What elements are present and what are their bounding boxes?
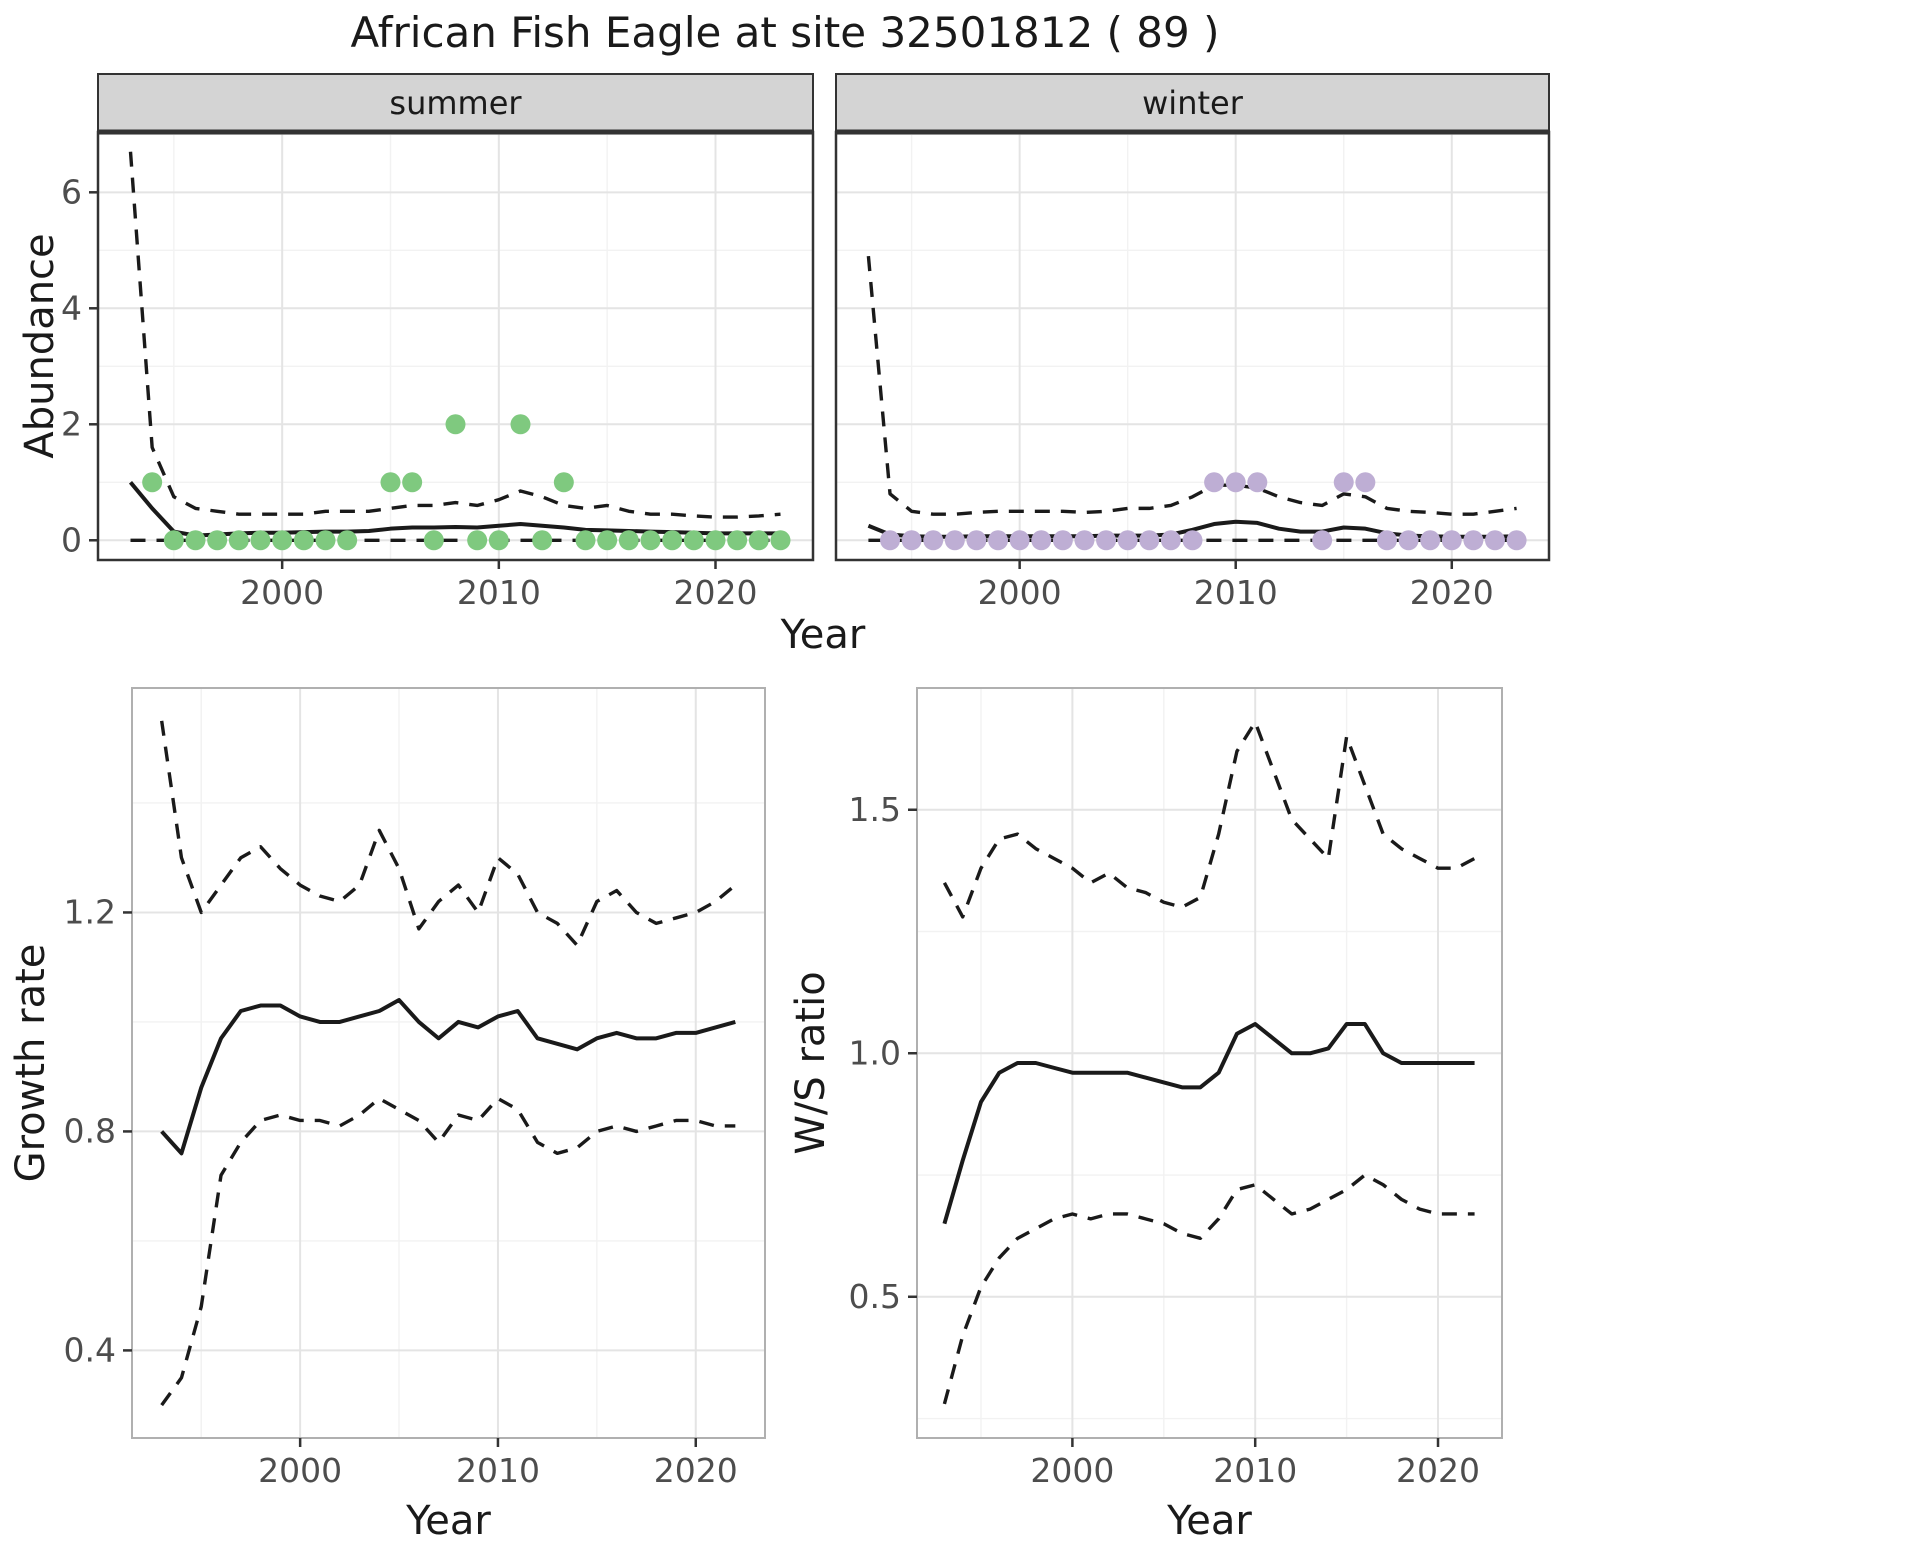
svg-text:0: 0 bbox=[61, 520, 82, 559]
svg-text:summer: summer bbox=[389, 84, 522, 122]
svg-text:2020: 2020 bbox=[1396, 1451, 1480, 1490]
svg-text:0.8: 0.8 bbox=[64, 1111, 116, 1150]
svg-text:2020: 2020 bbox=[1410, 573, 1494, 610]
svg-text:2010: 2010 bbox=[457, 573, 541, 610]
svg-text:2010: 2010 bbox=[456, 1451, 540, 1490]
growth-rate-chart: 2000 2010 2020 0.4 0.8 1.2 Year Growth rate bbox=[10, 687, 766, 1544]
summer-abundance-chart: summer 2000 2010 2020 0 2 4 6 bbox=[61, 73, 815, 610]
svg-text:2000: 2000 bbox=[978, 573, 1062, 610]
svg-text:2020: 2020 bbox=[674, 573, 758, 610]
svg-text:0.5: 0.5 bbox=[849, 1277, 901, 1316]
svg-text:4: 4 bbox=[61, 288, 82, 327]
svg-text:2020: 2020 bbox=[654, 1451, 738, 1490]
top-year-axis-title: Year bbox=[780, 612, 866, 658]
svg-text:6: 6 bbox=[61, 172, 82, 211]
svg-text:Year: Year bbox=[405, 1498, 491, 1544]
svg-text:2: 2 bbox=[61, 404, 82, 443]
svg-text:Growth rate: Growth rate bbox=[10, 944, 54, 1183]
svg-text:1.5: 1.5 bbox=[849, 790, 901, 829]
svg-text:2000: 2000 bbox=[240, 573, 324, 610]
svg-text:1.2: 1.2 bbox=[64, 892, 116, 931]
svg-text:2010: 2010 bbox=[1194, 573, 1278, 610]
winter-abundance-chart: winter 2000 2010 2020 bbox=[834, 73, 1551, 610]
svg-text:2000: 2000 bbox=[258, 1451, 342, 1490]
svg-text:winter: winter bbox=[1142, 84, 1244, 122]
svg-text:W/S ratio: W/S ratio bbox=[790, 971, 834, 1154]
svg-text:0.4: 0.4 bbox=[64, 1330, 116, 1369]
figure-title: African Fish Eagle at site 32501812 ( 89… bbox=[350, 8, 1220, 57]
svg-text:Year: Year bbox=[1166, 1498, 1252, 1544]
svg-text:2010: 2010 bbox=[1213, 1451, 1297, 1490]
svg-text:1.0: 1.0 bbox=[849, 1033, 901, 1072]
svg-text:2000: 2000 bbox=[1030, 1451, 1114, 1490]
ws-ratio-chart: 2000 2010 2020 0.5 1.0 1.5 Year W/S ratio bbox=[790, 687, 1503, 1544]
